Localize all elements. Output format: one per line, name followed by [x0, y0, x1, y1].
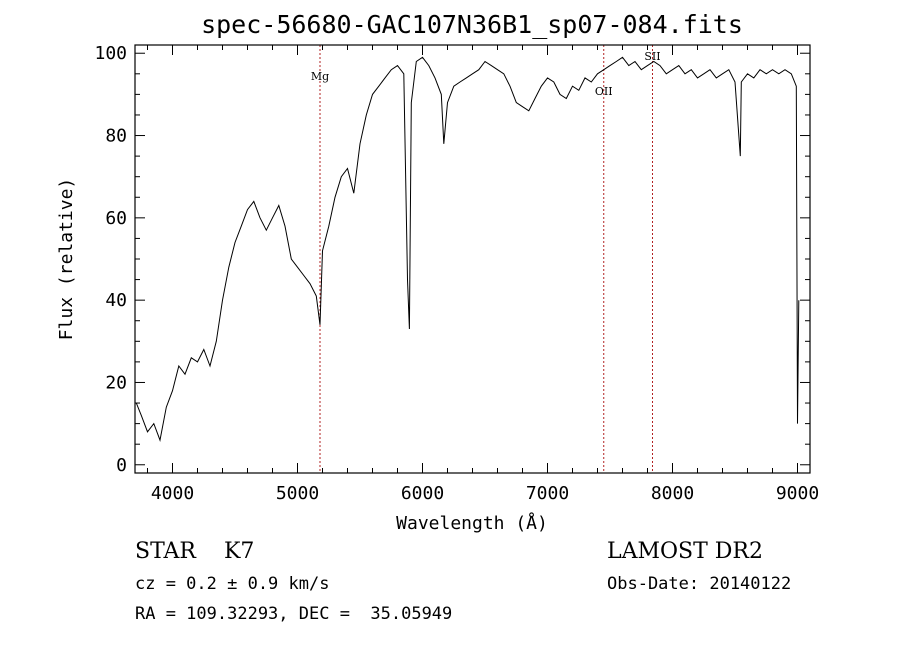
spectrum-series — [135, 56, 800, 442]
line-marker-label: OII — [595, 85, 613, 98]
y-tick-label: 20 — [105, 372, 127, 393]
x-tick-label: 7000 — [526, 483, 569, 504]
object-class-line: STAR K7 — [135, 539, 254, 564]
line-marker-label: SII — [644, 50, 660, 63]
plot-area: Mg OII SII — [135, 45, 800, 473]
line-marker-label: Mg — [311, 70, 329, 83]
x-tick-label: 5000 — [276, 483, 319, 504]
object-subclass: K7 — [223, 539, 255, 564]
y-tick-label: 100 — [94, 43, 127, 64]
y-axis-label: Flux (relative) — [56, 178, 77, 341]
object-class: STAR — [135, 539, 196, 564]
redshift-line: cz = 0.2 ± 0.9 km/s — [135, 574, 330, 594]
y-tick-label: 60 — [105, 208, 127, 229]
y-tick-label: 40 — [105, 290, 127, 311]
chart-title: spec-56680-GAC107N36B1_sp07-084.fits — [201, 10, 743, 39]
obs-date: Obs-Date: 20140122 — [607, 574, 792, 594]
y-tick-label: 80 — [105, 126, 127, 147]
x-tick-label: 9000 — [776, 483, 819, 504]
survey-name: LAMOST DR2 — [607, 539, 763, 564]
y-tick-label: 0 — [116, 455, 127, 476]
x-tick-label: 6000 — [401, 483, 444, 504]
coordinates-line: RA = 109.32293, DEC = 35.05949 — [135, 604, 453, 624]
x-tick-label: 4000 — [151, 483, 194, 504]
x-tick-label: 8000 — [651, 483, 694, 504]
x-axis-label: Wavelength (Å) — [396, 512, 548, 534]
plot-frame — [134, 44, 811, 474]
spectrum-chart: spec-56680-GAC107N36B1_sp07-084.fits Mg O… — [56, 10, 819, 534]
